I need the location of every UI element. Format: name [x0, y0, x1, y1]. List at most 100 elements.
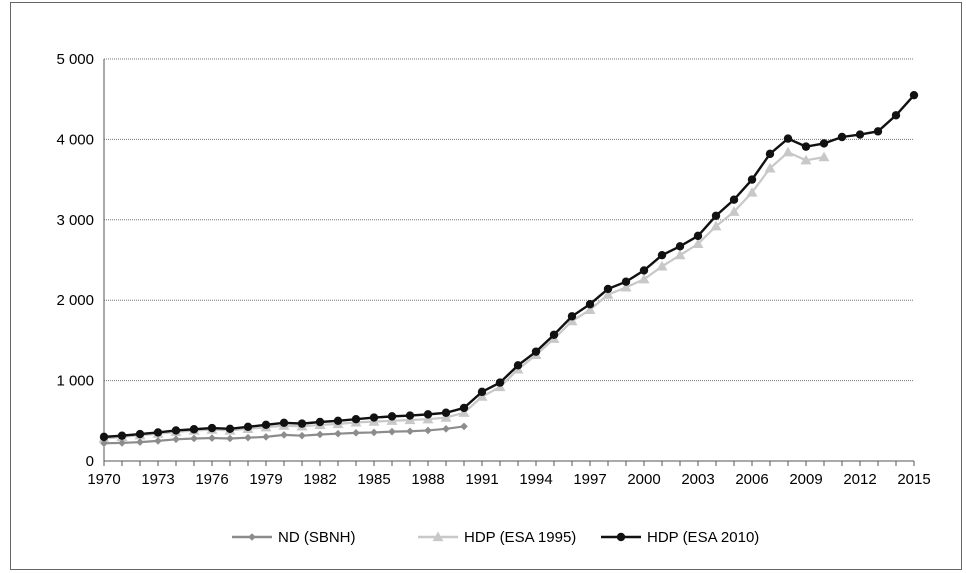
data-point	[586, 300, 594, 308]
data-point	[694, 232, 702, 240]
data-point	[280, 419, 288, 427]
data-point	[442, 409, 450, 417]
data-point	[819, 152, 830, 162]
axes: 0 1 000 2 000 3 000 4 000 5 000 1970 1973 1976 19…	[56, 51, 930, 488]
data-point	[460, 404, 468, 412]
data-point	[316, 418, 324, 426]
data-point	[388, 412, 396, 420]
data-point	[406, 427, 414, 435]
y-tick-label: 2 000	[56, 292, 94, 309]
data-point	[208, 424, 216, 432]
data-point	[226, 435, 234, 443]
data-point	[262, 433, 270, 441]
data-point	[460, 423, 468, 431]
data-point	[154, 437, 162, 445]
x-tick-label: 1970	[87, 471, 120, 488]
legend-label: HDP (ESA 2010)	[647, 529, 759, 546]
data-point	[190, 435, 198, 443]
data-point	[892, 111, 900, 119]
x-tick-label: 2009	[789, 471, 822, 488]
x-tick-label: 2015	[897, 471, 930, 488]
legend-entry: ND (SBNH)	[232, 529, 356, 546]
data-point	[568, 312, 576, 320]
data-point	[874, 127, 882, 135]
y-tick-label: 1 000	[56, 373, 94, 390]
data-point	[658, 251, 666, 259]
data-point	[550, 331, 558, 339]
data-point	[748, 175, 756, 183]
data-point	[802, 142, 810, 150]
x-tick-label: 1985	[357, 471, 390, 488]
series-2	[100, 91, 918, 441]
data-point	[675, 250, 686, 260]
data-point	[190, 425, 198, 433]
data-point	[136, 438, 144, 446]
data-point	[334, 417, 342, 425]
data-point	[424, 427, 432, 435]
series-line	[104, 95, 914, 437]
data-point	[316, 431, 324, 439]
data-point	[226, 425, 234, 433]
x-tick-label: 2012	[843, 471, 876, 488]
data-point	[838, 133, 846, 141]
data-point	[532, 347, 540, 355]
data-point	[352, 429, 360, 437]
data-point	[676, 242, 684, 250]
legend-marker	[248, 533, 256, 541]
series-line	[104, 152, 824, 438]
data-point	[657, 261, 668, 271]
data-point	[712, 212, 720, 220]
data-point	[820, 139, 828, 147]
y-tick-label: 0	[86, 453, 94, 470]
data-point	[622, 278, 630, 286]
y-tick-label: 3 000	[56, 212, 94, 229]
data-point	[208, 434, 216, 442]
data-point	[352, 415, 360, 423]
data-point	[406, 411, 414, 419]
data-point	[424, 410, 432, 418]
data-point	[118, 431, 126, 439]
data-point	[388, 428, 396, 436]
legend-label: HDP (ESA 1995)	[464, 529, 576, 546]
data-point	[280, 431, 288, 439]
data-point	[244, 434, 252, 442]
y-tick-label: 5 000	[56, 51, 94, 68]
x-tick-label: 1991	[465, 471, 498, 488]
series-group	[99, 91, 919, 447]
data-point	[640, 266, 648, 274]
data-point	[136, 430, 144, 438]
legend-entry: HDP (ESA 2010)	[601, 529, 759, 546]
x-tick-label: 2000	[627, 471, 660, 488]
data-point	[783, 147, 794, 157]
data-point	[370, 413, 378, 421]
data-point	[514, 361, 522, 369]
legend-marker	[617, 533, 625, 541]
legend: ND (SBNH) HDP (ESA 1995) HDP (ESA 2010)	[232, 529, 759, 546]
data-point	[154, 428, 162, 436]
data-point	[370, 429, 378, 437]
data-point	[730, 196, 738, 204]
data-point	[856, 130, 864, 138]
data-point	[604, 285, 612, 293]
data-point	[784, 134, 792, 142]
data-point	[172, 426, 180, 434]
data-point	[496, 378, 504, 386]
x-tick-label: 1973	[141, 471, 174, 488]
data-point	[298, 419, 306, 427]
series-1	[99, 147, 830, 443]
data-point	[766, 150, 774, 158]
data-point	[100, 433, 108, 441]
y-tick-label: 4 000	[56, 131, 94, 148]
x-tick-label: 1979	[249, 471, 282, 488]
data-point	[442, 425, 450, 433]
data-point	[910, 91, 918, 99]
data-point	[262, 421, 270, 429]
x-tick-label: 1988	[411, 471, 444, 488]
x-tick-label: 1982	[303, 471, 336, 488]
data-point	[334, 430, 342, 438]
legend-label: ND (SBNH)	[278, 529, 356, 546]
x-tick-label: 2006	[735, 471, 768, 488]
data-point	[298, 432, 306, 440]
x-tick-label: 1997	[573, 471, 606, 488]
